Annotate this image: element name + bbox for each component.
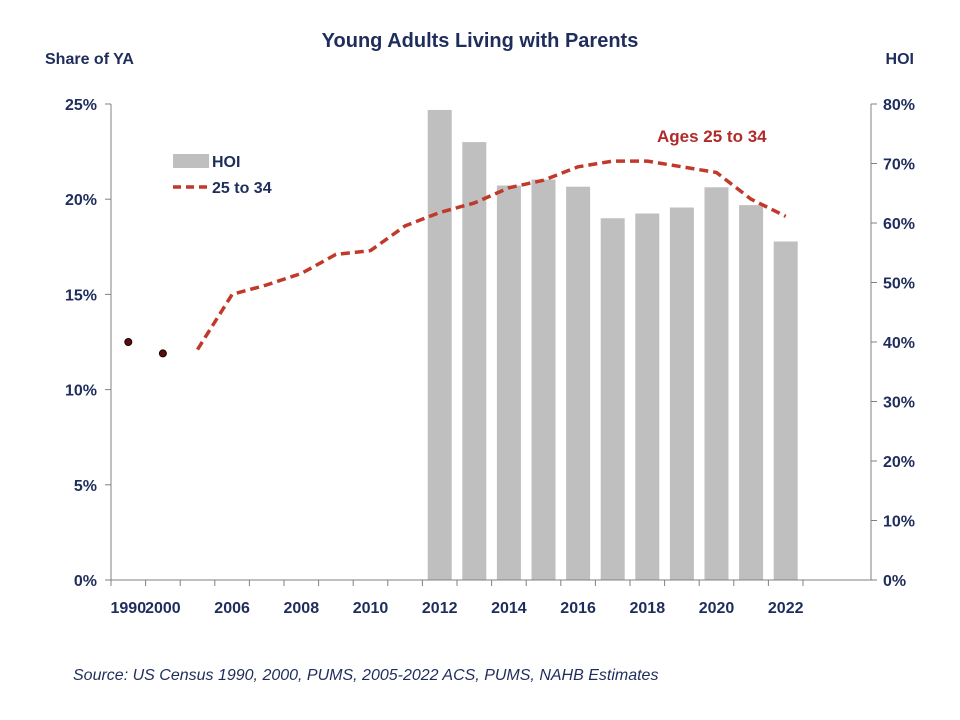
x-tick-label-2022: 2022 [768,600,804,617]
bar-hoi-2012 [427,109,452,580]
right-axis-title: HOI [886,51,914,68]
chart-title: Young Adults Living with Parents [322,30,639,52]
x-tick-label-2000: 2000 [145,600,181,617]
legend-label-hoi: HOI [212,154,240,171]
line-25-to-34 [196,159,787,351]
bar-hoi-2014 [496,185,521,580]
axes [105,103,877,586]
bar-hoi-2017 [600,218,625,581]
legend-label-25-to-34: 25 to 34 [212,180,272,197]
left-axis-title: Share of YA [45,51,134,68]
right-tick-label: 50% [883,276,915,293]
right-tick-label: 40% [883,335,915,352]
x-tick-label-2010: 2010 [353,600,389,617]
legend: HOI 25 to 34 [173,154,272,197]
right-tick-label: 80% [883,97,915,114]
bar-hoi-2016 [566,186,591,580]
bar-hoi-2015 [531,179,556,580]
marker-25-to-34-2000 [158,349,167,358]
x-tick-label-2014: 2014 [491,600,527,617]
marker-25-to-34-1990 [124,338,133,346]
left-tick-label: 15% [65,287,97,304]
hoi-bars [427,109,798,581]
annotation-ages-25-to-34: Ages 25 to 34 [657,127,767,146]
left-tick-label: 0% [74,573,97,590]
source-note: Source: US Census 1990, 2000, PUMS, 2005… [73,667,658,684]
bar-hoi-2020 [704,187,729,581]
x-tick-label-2018: 2018 [630,600,666,617]
bar-hoi-2013 [462,142,487,580]
legend-swatch-hoi [173,154,209,168]
right-tick-label: 60% [883,216,915,233]
left-tick-label: 25% [65,97,97,114]
x-tick-label-2016: 2016 [560,600,596,617]
bar-hoi-2018 [635,213,660,581]
x-tick-label-2008: 2008 [284,600,320,617]
bar-hoi-2019 [669,207,694,580]
tick-labels: 0% 5% 10% 15% 20% 25% 0% 10% 20% 30% 40% 50% 60% 70% 8… [65,97,915,617]
bar-hoi-2022 [773,241,798,580]
x-tick-label-2020: 2020 [699,600,735,617]
left-tick-label: 10% [65,383,97,400]
right-tick-label: 70% [883,157,915,174]
x-tick-label-1990: 1990 [111,600,147,617]
bar-hoi-2021 [739,205,764,580]
right-tick-label: 10% [883,514,915,531]
left-tick-label: 5% [74,478,97,495]
x-tick-label-2006: 2006 [214,600,250,617]
x-tick-label-2012: 2012 [422,600,458,617]
right-tick-label: 0% [883,573,906,590]
left-tick-label: 20% [65,192,97,209]
share-line [124,159,787,358]
right-tick-label: 30% [883,395,915,412]
right-tick-label: 20% [883,454,915,471]
